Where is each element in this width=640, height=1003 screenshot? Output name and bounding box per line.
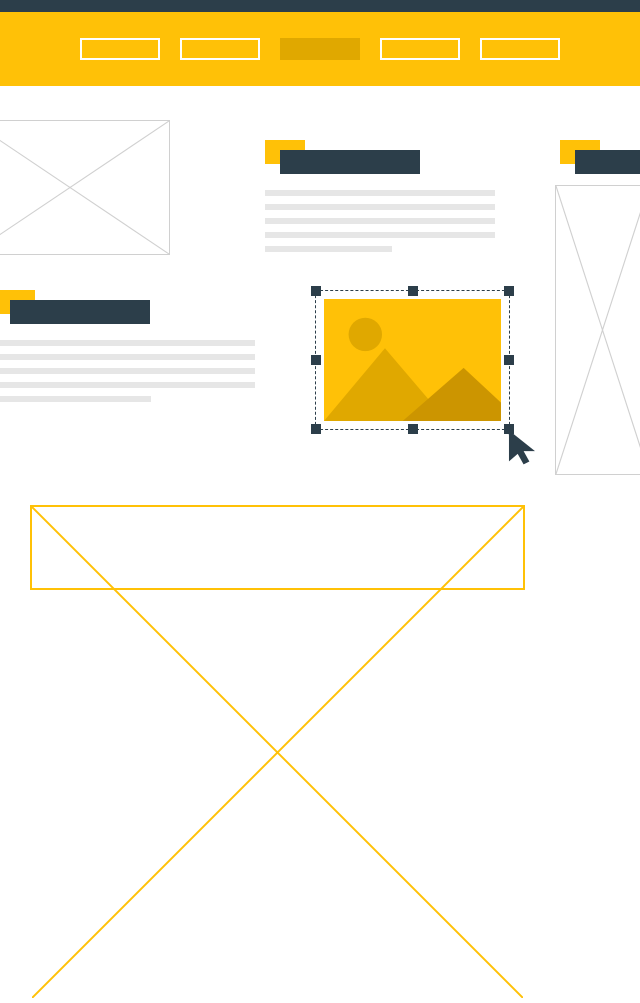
image-placeholder-left[interactable]	[0, 120, 170, 255]
block1-heading	[280, 150, 420, 174]
image-content	[324, 299, 501, 421]
resize-handle-tr[interactable]	[504, 286, 514, 296]
sidebar-heading	[575, 150, 640, 174]
block2-text	[0, 340, 255, 402]
nav-bar	[0, 12, 640, 86]
nav-item-4[interactable]	[380, 38, 460, 60]
resize-handle-tm[interactable]	[408, 286, 418, 296]
resize-handle-bm[interactable]	[408, 424, 418, 434]
block2-heading	[10, 300, 150, 324]
resize-handle-mr[interactable]	[504, 355, 514, 365]
resize-handle-tl[interactable]	[311, 286, 321, 296]
banner-placeholder[interactable]	[30, 505, 525, 590]
block1-text	[265, 190, 495, 252]
nav-item-2[interactable]	[180, 38, 260, 60]
nav-item-3-active[interactable]	[280, 38, 360, 60]
nav-item-1[interactable]	[80, 38, 160, 60]
selected-image[interactable]	[315, 290, 510, 430]
window-top-strip	[0, 0, 640, 12]
resize-handle-bl[interactable]	[311, 424, 321, 434]
cursor-icon	[506, 428, 544, 466]
resize-handle-ml[interactable]	[311, 355, 321, 365]
sidebar-placeholder[interactable]	[555, 185, 640, 475]
nav-item-5[interactable]	[480, 38, 560, 60]
